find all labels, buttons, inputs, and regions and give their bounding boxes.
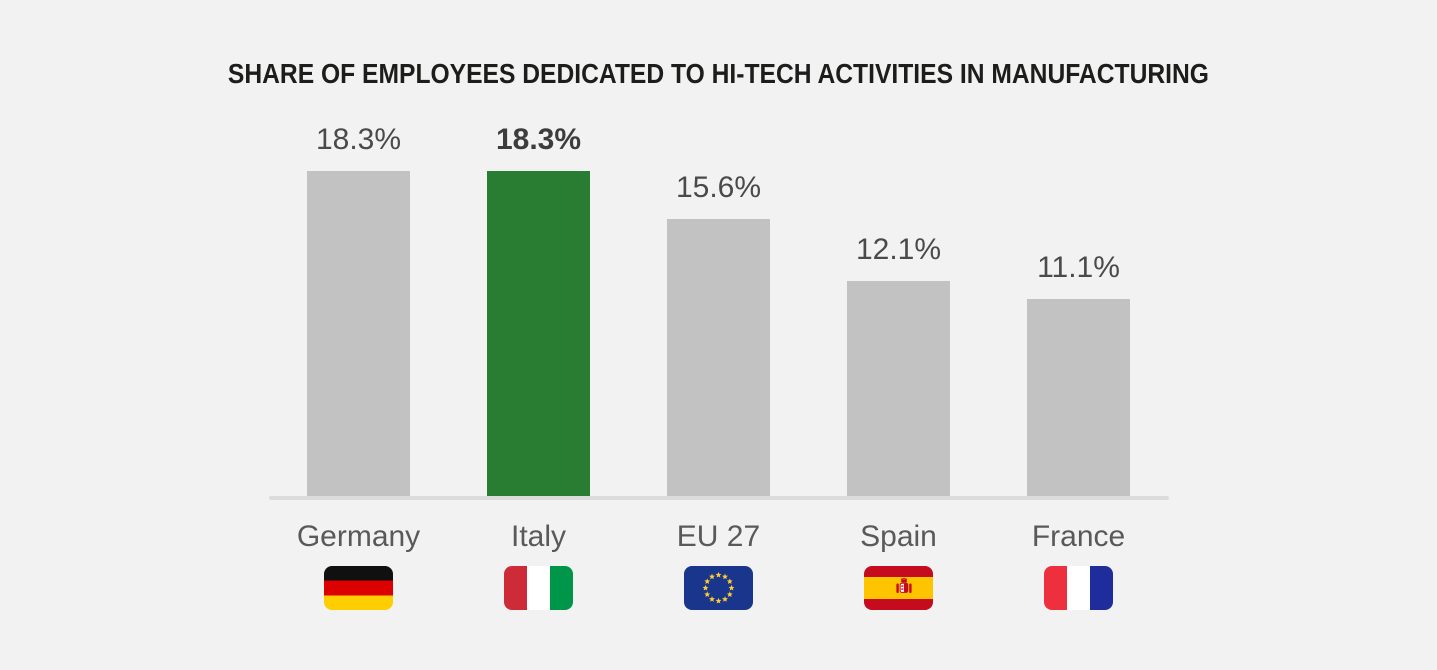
eu-27-flag-icon	[684, 565, 753, 610]
category-label-spain: Spain	[860, 520, 937, 553]
bar-italy	[487, 171, 590, 496]
value-label-italy: 18.3%	[495, 123, 582, 156]
axis-baseline	[268, 496, 1169, 500]
bar-column-italy: 18.3%	[449, 117, 629, 496]
germany-flag-icon	[324, 565, 393, 610]
category-column-germany: Germany	[269, 520, 449, 610]
spain-flag-icon	[864, 565, 933, 610]
category-row: Germany Italy EU 27 Spain France	[269, 520, 1169, 610]
chart-title: SHARE OF EMPLOYEES DEDICATED TO HI-TECH …	[227, 58, 1210, 89]
category-column-spain: Spain	[809, 520, 989, 610]
france-flag-icon	[1044, 565, 1113, 610]
bar-column-germany: 18.3%	[269, 117, 449, 496]
bar-column-france: 11.1%	[989, 117, 1169, 496]
value-label-germany: 18.3%	[315, 123, 402, 156]
category-label-eu-27: EU 27	[676, 520, 761, 553]
category-column-italy: Italy	[449, 520, 629, 610]
category-label-france: France	[1031, 520, 1126, 553]
value-label-eu-27: 15.6%	[675, 171, 762, 204]
bar-spain	[847, 281, 950, 496]
bar-column-eu-27: 15.6%	[629, 117, 809, 496]
category-label-germany: Germany	[296, 520, 421, 553]
bars-row: 18.3% 18.3% 15.6% 12.1% 11.1%	[269, 117, 1169, 496]
italy-flag-icon	[504, 565, 573, 610]
bar-eu-27	[667, 219, 770, 496]
value-label-spain: 12.1%	[855, 233, 942, 266]
category-label-italy: Italy	[510, 520, 567, 553]
bar-france	[1027, 299, 1130, 496]
title-area: SHARE OF EMPLOYEES DEDICATED TO HI-TECH …	[0, 0, 1437, 90]
bar-column-spain: 12.1%	[809, 117, 989, 496]
category-column-france: France	[989, 520, 1169, 610]
value-label-france: 11.1%	[1037, 251, 1120, 284]
category-column-eu-27: EU 27	[629, 520, 809, 610]
bar-chart: 18.3% 18.3% 15.6% 12.1% 11.1% Germany Italy EU…	[268, 117, 1169, 610]
bar-germany	[307, 171, 410, 496]
